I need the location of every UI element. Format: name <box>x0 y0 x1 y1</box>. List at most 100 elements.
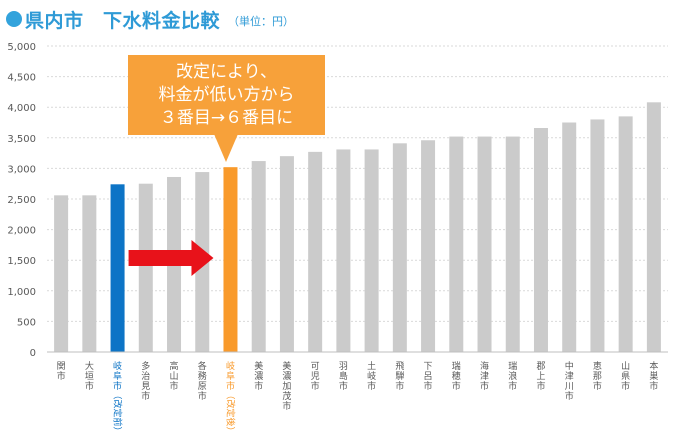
svg-text:市: 市 <box>621 380 630 392</box>
svg-text:津: 津 <box>480 371 489 382</box>
svg-text:飛: 飛 <box>395 361 404 372</box>
y-tick-label: 500 <box>17 317 36 328</box>
svg-text:改: 改 <box>224 399 236 408</box>
svg-text:津: 津 <box>565 371 574 382</box>
y-tick-label: 3,000 <box>7 164 36 175</box>
x-tick-label: 飛騨市 <box>395 361 404 392</box>
x-tick-label: 羽島市 <box>339 361 348 392</box>
x-tick-label: 海津市 <box>480 360 489 392</box>
svg-text:後: 後 <box>224 417 236 426</box>
callout-box: 改定により、 料金が低い方から ３番目→６番目に <box>128 55 325 135</box>
svg-text:市: 市 <box>198 390 207 402</box>
svg-text:）: ） <box>224 426 235 435</box>
x-tick-label: 下呂市 <box>424 362 433 392</box>
callout-line: 改定により、 <box>176 61 277 82</box>
svg-text:可: 可 <box>311 361 320 372</box>
svg-text:美: 美 <box>254 360 263 372</box>
svg-text:務: 務 <box>198 370 207 382</box>
bar <box>223 167 238 352</box>
svg-text:見: 見 <box>141 381 150 392</box>
y-tick-label: 4,000 <box>7 103 36 114</box>
bar <box>590 119 605 352</box>
svg-text:児: 児 <box>311 371 320 382</box>
y-tick-label: 4,500 <box>7 73 36 84</box>
svg-text:巣: 巣 <box>649 370 658 382</box>
bar <box>505 136 520 352</box>
svg-text:美: 美 <box>282 360 291 372</box>
bar <box>392 143 407 352</box>
svg-text:上: 上 <box>536 371 545 382</box>
bar <box>562 122 577 352</box>
svg-text:市: 市 <box>508 380 517 392</box>
svg-text:瑞: 瑞 <box>508 360 517 372</box>
svg-text:市: 市 <box>57 370 66 382</box>
bar <box>477 136 492 352</box>
svg-text:騨: 騨 <box>395 370 404 382</box>
bar <box>251 161 266 352</box>
y-tick-label: 2,500 <box>7 195 36 206</box>
svg-text:岐: 岐 <box>113 360 122 372</box>
svg-text:恵: 恵 <box>593 360 602 372</box>
bar <box>449 136 464 352</box>
svg-text:市: 市 <box>113 380 122 392</box>
svg-text:市: 市 <box>395 380 404 392</box>
title-text: 県内市 下水料金比較 <box>25 9 221 32</box>
svg-text:羽: 羽 <box>339 361 348 372</box>
svg-text:市: 市 <box>282 400 291 412</box>
y-tick-label: 2,000 <box>7 226 36 237</box>
svg-text:市: 市 <box>593 380 602 392</box>
x-tick-label: 瑞浪市 <box>508 360 517 392</box>
bar <box>646 102 661 352</box>
svg-text:郡: 郡 <box>536 361 545 372</box>
svg-text:定: 定 <box>112 408 124 417</box>
x-tick-label: 恵那市 <box>593 360 602 392</box>
callout-tail <box>214 134 238 162</box>
bar <box>618 116 633 352</box>
bar <box>336 149 351 352</box>
svg-text:山: 山 <box>170 371 179 382</box>
bar <box>533 128 548 352</box>
svg-text:川: 川 <box>565 382 574 392</box>
svg-text:市: 市 <box>480 380 489 392</box>
x-tick-label: 土岐市 <box>367 360 376 392</box>
x-tick-label: 本巣市 <box>649 360 658 392</box>
x-tick-label: 美濃市 <box>254 360 263 392</box>
svg-text:市: 市 <box>649 380 658 392</box>
svg-text:加: 加 <box>282 381 291 392</box>
svg-text:海: 海 <box>480 360 489 372</box>
chart-title: 県内市 下水料金比較 （単位：円） <box>6 4 294 34</box>
svg-text:浪: 浪 <box>508 370 517 382</box>
bar <box>364 149 379 352</box>
y-tick-label: 1,000 <box>7 287 36 298</box>
svg-text:（: （ <box>112 390 123 399</box>
arrow-icon <box>128 240 214 276</box>
svg-text:治: 治 <box>141 370 150 382</box>
svg-text:瑞: 瑞 <box>452 360 461 372</box>
svg-text:濃: 濃 <box>254 370 263 382</box>
svg-text:下: 下 <box>424 362 433 372</box>
svg-text:原: 原 <box>198 381 207 392</box>
bar <box>279 156 294 352</box>
svg-text:（: （ <box>224 390 235 399</box>
svg-text:高: 高 <box>170 360 179 372</box>
svg-text:市: 市 <box>536 380 545 392</box>
svg-text:大: 大 <box>85 360 94 372</box>
svg-text:各: 各 <box>198 360 207 372</box>
x-tick-label: 郡上市 <box>536 361 545 392</box>
svg-text:山: 山 <box>621 361 630 372</box>
svg-text:市: 市 <box>339 380 348 392</box>
svg-text:市: 市 <box>452 380 461 392</box>
svg-text:市: 市 <box>424 380 433 392</box>
svg-text:市: 市 <box>85 380 94 392</box>
svg-text:定: 定 <box>224 408 236 417</box>
y-tick-label: 1,500 <box>7 256 36 267</box>
svg-text:市: 市 <box>170 380 179 392</box>
bar <box>138 183 153 352</box>
svg-text:岐: 岐 <box>367 370 376 382</box>
svg-text:島: 島 <box>339 370 348 382</box>
x-tick-label: 可児市 <box>311 361 320 392</box>
bar <box>308 151 323 352</box>
title-bullet-icon <box>6 11 22 27</box>
svg-text:茂: 茂 <box>282 390 291 402</box>
